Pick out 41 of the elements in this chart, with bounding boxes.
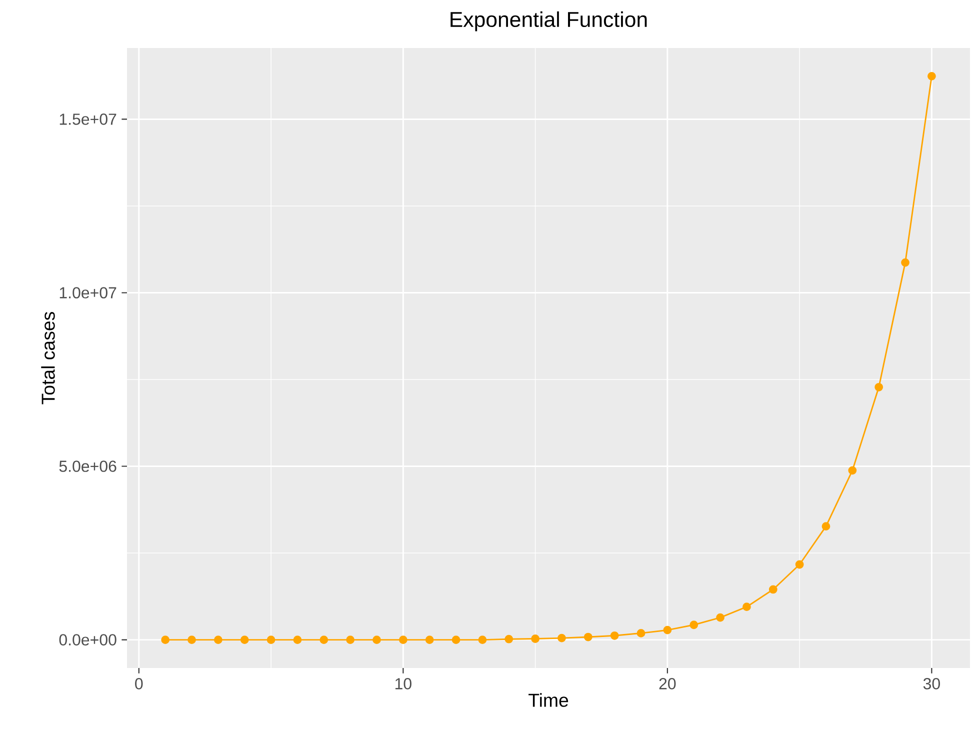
point	[874, 382, 884, 392]
point	[584, 632, 592, 642]
x-tick-label: 30	[923, 678, 940, 690]
point	[742, 602, 751, 612]
y-tick-label: 1.5e+07	[60, 114, 116, 125]
y-tick-label: 0.0e+00	[59, 634, 116, 646]
point	[848, 466, 857, 475]
point	[452, 636, 460, 644]
point	[398, 636, 408, 644]
point	[716, 613, 724, 622]
point	[690, 620, 698, 630]
point	[901, 258, 910, 267]
point	[927, 72, 936, 80]
point	[266, 636, 276, 644]
point	[214, 636, 222, 644]
y-tick-label: 1.0e+07	[60, 287, 116, 298]
point	[504, 634, 514, 644]
x-axis-title: Time	[528, 693, 568, 707]
point	[320, 636, 328, 644]
point	[768, 585, 778, 594]
chart-title: Exponential Function	[450, 11, 647, 32]
point	[822, 522, 830, 531]
point	[188, 636, 196, 644]
point	[161, 636, 170, 644]
point	[478, 636, 487, 644]
y-axis-title: Total cases	[41, 312, 55, 404]
point	[663, 626, 672, 634]
point	[240, 636, 249, 644]
point	[372, 636, 381, 644]
point	[636, 629, 646, 638]
point	[531, 634, 540, 643]
point	[293, 636, 302, 644]
point	[558, 634, 566, 642]
point	[346, 636, 355, 644]
point	[425, 636, 434, 644]
point	[795, 560, 804, 569]
x-tick-label: 20	[659, 678, 676, 690]
x-tick-label: 0	[135, 678, 143, 690]
y-tick-label: 5.0e+06	[59, 460, 116, 472]
point	[610, 631, 619, 640]
x-tick-label: 10	[395, 678, 412, 690]
